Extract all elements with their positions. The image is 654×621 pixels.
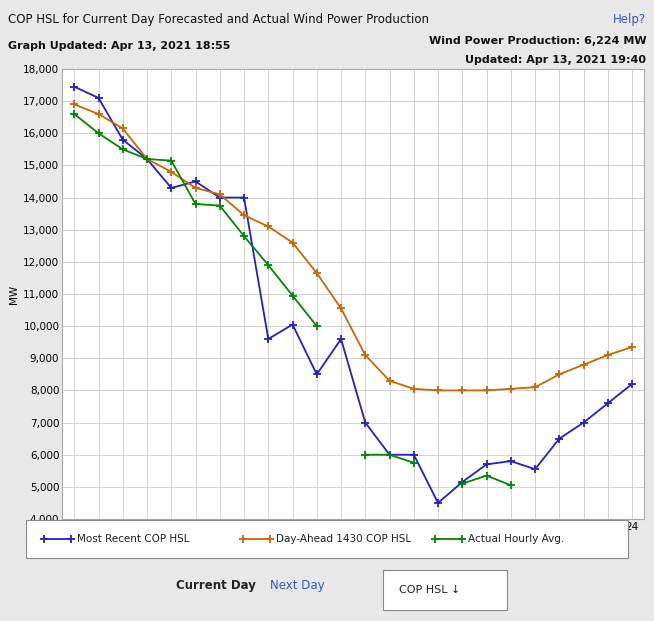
FancyBboxPatch shape xyxy=(26,520,628,558)
Day-Ahead 1430 COP HSL xyxy=(507,385,515,392)
Day-Ahead 1430 COP HSL xyxy=(458,387,466,394)
Line: Most Recent COP HSL: Most Recent COP HSL xyxy=(70,83,636,507)
Day-Ahead 1430 COP HSL xyxy=(288,239,296,247)
Day-Ahead 1430 COP HSL xyxy=(119,125,127,132)
Day-Ahead 1430 COP HSL xyxy=(434,387,442,394)
Most Recent COP HSL xyxy=(531,466,539,473)
Day-Ahead 1430 COP HSL xyxy=(337,305,345,312)
Day-Ahead 1430 COP HSL xyxy=(71,101,78,108)
Text: COP HSL for Current Day Forecasted and Actual Wind Power Production: COP HSL for Current Day Forecasted and A… xyxy=(8,12,429,25)
Text: Updated: Apr 13, 2021 19:40: Updated: Apr 13, 2021 19:40 xyxy=(465,55,646,65)
Day-Ahead 1430 COP HSL xyxy=(579,361,587,368)
Most Recent COP HSL xyxy=(386,451,394,458)
Most Recent COP HSL xyxy=(288,321,296,329)
Day-Ahead 1430 COP HSL xyxy=(240,212,248,219)
Day-Ahead 1430 COP HSL xyxy=(362,351,370,359)
Most Recent COP HSL xyxy=(337,335,345,343)
Most Recent COP HSL xyxy=(119,136,127,143)
Day-Ahead 1430 COP HSL xyxy=(216,191,224,198)
Actual Hourly Avg. xyxy=(119,146,127,153)
Actual Hourly Avg. xyxy=(240,232,248,240)
Actual Hourly Avg. xyxy=(95,130,103,137)
Most Recent COP HSL xyxy=(507,458,515,465)
Day-Ahead 1430 COP HSL xyxy=(555,371,563,378)
Actual Hourly Avg. xyxy=(216,202,224,209)
Most Recent COP HSL xyxy=(579,419,587,426)
Most Recent COP HSL xyxy=(167,184,175,192)
Most Recent COP HSL xyxy=(143,155,151,163)
Most Recent COP HSL xyxy=(216,194,224,201)
Day-Ahead 1430 COP HSL xyxy=(604,351,611,359)
Day-Ahead 1430 COP HSL xyxy=(192,184,199,192)
Day-Ahead 1430 COP HSL xyxy=(313,270,320,277)
Text: Help?: Help? xyxy=(613,12,646,25)
X-axis label: Apr 13, 2021 – Hour Ending: Apr 13, 2021 – Hour Ending xyxy=(263,536,443,549)
Text: Next Day: Next Day xyxy=(270,579,325,592)
Most Recent COP HSL xyxy=(313,371,320,378)
Most Recent COP HSL xyxy=(483,461,490,468)
Text: Wind Power Production: 6,224 MW: Wind Power Production: 6,224 MW xyxy=(428,36,646,46)
Most Recent COP HSL xyxy=(458,478,466,486)
Most Recent COP HSL xyxy=(434,499,442,507)
Text: Day-Ahead 1430 COP HSL: Day-Ahead 1430 COP HSL xyxy=(276,534,411,544)
Most Recent COP HSL xyxy=(604,399,611,407)
Text: Most Recent COP HSL: Most Recent COP HSL xyxy=(77,534,190,544)
Most Recent COP HSL xyxy=(95,94,103,102)
Actual Hourly Avg. xyxy=(71,111,78,118)
Y-axis label: MW: MW xyxy=(9,284,19,304)
Most Recent COP HSL xyxy=(71,83,78,91)
Most Recent COP HSL xyxy=(410,451,418,458)
Actual Hourly Avg. xyxy=(288,292,296,299)
Day-Ahead 1430 COP HSL xyxy=(386,377,394,384)
Day-Ahead 1430 COP HSL xyxy=(628,343,636,351)
Actual Hourly Avg. xyxy=(143,155,151,163)
Text: Actual Hourly Avg.: Actual Hourly Avg. xyxy=(468,534,564,544)
Day-Ahead 1430 COP HSL xyxy=(95,111,103,118)
FancyBboxPatch shape xyxy=(383,570,507,610)
Actual Hourly Avg. xyxy=(264,261,272,269)
Day-Ahead 1430 COP HSL xyxy=(483,387,490,394)
Day-Ahead 1430 COP HSL xyxy=(531,384,539,391)
Most Recent COP HSL xyxy=(555,435,563,442)
Most Recent COP HSL xyxy=(192,178,199,185)
Actual Hourly Avg. xyxy=(192,201,199,208)
Day-Ahead 1430 COP HSL xyxy=(167,168,175,176)
Actual Hourly Avg. xyxy=(167,157,175,165)
Line: Day-Ahead 1430 COP HSL: Day-Ahead 1430 COP HSL xyxy=(70,100,636,394)
Text: COP HSL ↓: COP HSL ↓ xyxy=(399,585,460,595)
Line: Actual Hourly Avg.: Actual Hourly Avg. xyxy=(70,110,321,330)
Day-Ahead 1430 COP HSL xyxy=(143,155,151,163)
Most Recent COP HSL xyxy=(628,380,636,388)
Day-Ahead 1430 COP HSL xyxy=(410,385,418,392)
Actual Hourly Avg. xyxy=(313,322,320,330)
Text: Current Day: Current Day xyxy=(176,579,256,592)
Most Recent COP HSL xyxy=(264,335,272,343)
Most Recent COP HSL xyxy=(240,194,248,201)
Day-Ahead 1430 COP HSL xyxy=(264,223,272,230)
Text: Graph Updated: Apr 13, 2021 18:55: Graph Updated: Apr 13, 2021 18:55 xyxy=(8,41,230,52)
Most Recent COP HSL xyxy=(362,419,370,426)
